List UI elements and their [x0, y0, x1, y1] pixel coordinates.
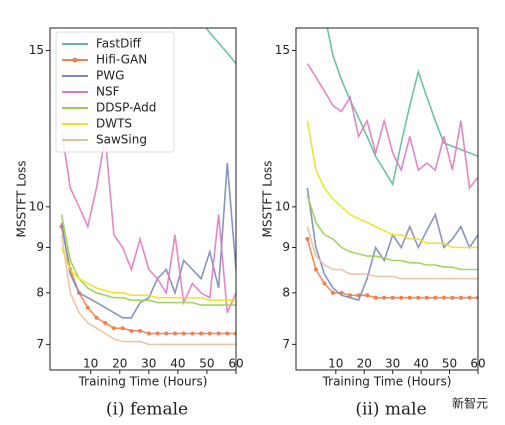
legend-label: SawSing	[96, 133, 147, 147]
series-marker	[85, 305, 90, 310]
series-marker	[458, 295, 463, 300]
series-marker	[467, 295, 472, 300]
series-marker	[441, 295, 446, 300]
x-tick-label: 40	[413, 357, 428, 371]
series-marker	[111, 326, 116, 331]
series-marker	[407, 295, 412, 300]
legend-label: PWG	[96, 69, 124, 83]
x-tick-label: 30	[141, 357, 156, 371]
series-marker	[207, 331, 212, 336]
x-tick-label: 30	[385, 357, 400, 371]
series-line	[60, 234, 236, 346]
series-line	[205, 28, 236, 65]
y-axis-label: MSSTFT Loss	[15, 160, 29, 237]
x-tick-label: 10	[83, 357, 98, 371]
watermark: 新智元	[452, 396, 488, 411]
series-marker	[399, 295, 404, 300]
legend-label: DDSP-Add	[96, 101, 156, 115]
series-marker	[155, 331, 160, 336]
series-marker	[199, 331, 204, 336]
series-marker	[433, 295, 438, 300]
x-tick-label: 20	[357, 357, 372, 371]
series-marker	[164, 331, 169, 336]
series-marker	[190, 331, 195, 336]
series-marker	[390, 295, 395, 300]
plot-area	[59, 28, 236, 346]
series-marker	[365, 293, 370, 298]
axes-frame	[295, 27, 479, 371]
legend-label: Hifi-GAN	[96, 53, 147, 67]
y-tick-label: 15	[29, 43, 44, 57]
series-marker	[225, 331, 230, 336]
y-tick-label: 15	[275, 43, 290, 57]
legend-box	[55, 31, 175, 153]
series-marker	[138, 328, 143, 333]
y-tick-label: 10	[29, 199, 44, 213]
series-marker	[120, 326, 125, 331]
caption: (i) female	[106, 400, 188, 420]
series-marker	[103, 320, 108, 325]
series-line	[60, 226, 236, 335]
caption: (ii) male	[355, 400, 426, 420]
legend-label: DWTS	[96, 117, 132, 131]
series-marker	[322, 281, 327, 286]
series-marker	[305, 236, 310, 241]
y-tick-label: 10	[275, 199, 290, 213]
series-line	[306, 195, 478, 271]
series-marker	[424, 295, 429, 300]
plot-area	[305, 28, 478, 302]
y-tick-label: 8	[36, 285, 44, 299]
series-marker	[216, 331, 221, 336]
series-line	[306, 226, 478, 280]
y-tick-label: 9	[282, 240, 290, 254]
series-line	[60, 163, 236, 319]
series-marker	[94, 315, 99, 320]
x-tick-label: 60	[470, 357, 485, 371]
series-marker	[416, 295, 421, 300]
series-line	[306, 120, 478, 249]
series-marker	[129, 328, 134, 333]
legend-label: NSF	[96, 85, 120, 99]
x-tick-label: 60	[228, 357, 243, 371]
series-line	[306, 187, 478, 302]
series-marker	[181, 331, 186, 336]
x-tick-label: 10	[328, 357, 343, 371]
legend-label: FastDiff	[96, 37, 142, 51]
series-marker	[146, 331, 151, 336]
x-tick-label: 50	[199, 357, 214, 371]
series-line	[60, 214, 236, 306]
legend-marker	[72, 57, 78, 63]
x-tick-label: 40	[170, 357, 185, 371]
y-tick-label: 7	[282, 337, 290, 351]
series-marker	[313, 267, 318, 272]
series-marker	[450, 295, 455, 300]
series-marker	[373, 295, 378, 300]
y-tick-label: 9	[36, 240, 44, 254]
x-axis-label: Training Time (Hours)	[322, 375, 452, 389]
series-marker	[382, 295, 387, 300]
series-marker	[172, 331, 177, 336]
y-axis-label: MSSTFT Loss	[261, 160, 275, 237]
series-line	[306, 63, 478, 190]
x-axis-label: Training Time (Hours)	[78, 375, 208, 389]
series-marker	[330, 290, 335, 295]
x-tick-label: 20	[112, 357, 127, 371]
x-tick-label: 50	[442, 357, 457, 371]
series-line	[60, 129, 236, 314]
series-marker	[348, 293, 353, 298]
axes-frame	[49, 27, 237, 371]
series-line	[60, 247, 236, 301]
y-tick-label: 7	[36, 337, 44, 351]
y-tick-label: 8	[282, 285, 290, 299]
